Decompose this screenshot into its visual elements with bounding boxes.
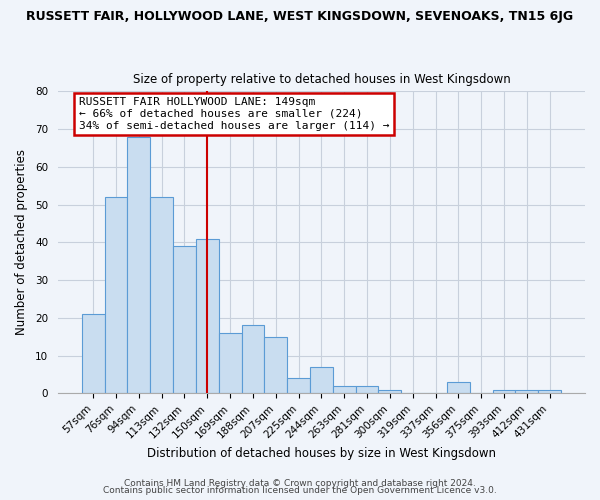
Bar [104,197,127,394]
Text: Contains HM Land Registry data © Crown copyright and database right 2024.: Contains HM Land Registry data © Crown c… [124,478,476,488]
Bar [356,386,379,394]
Bar [196,238,218,394]
Bar [218,333,242,394]
Text: RUSSETT FAIR, HOLLYWOOD LANE, WEST KINGSDOWN, SEVENOAKS, TN15 6JG: RUSSETT FAIR, HOLLYWOOD LANE, WEST KINGS… [26,10,574,23]
Bar [310,367,333,394]
Text: Contains public sector information licensed under the Open Government Licence v3: Contains public sector information licen… [103,486,497,495]
Bar [265,337,287,394]
Bar [333,386,356,394]
Bar [127,136,150,394]
Bar [515,390,538,394]
Y-axis label: Number of detached properties: Number of detached properties [15,150,28,336]
Text: RUSSETT FAIR HOLLYWOOD LANE: 149sqm
← 66% of detached houses are smaller (224)
3: RUSSETT FAIR HOLLYWOOD LANE: 149sqm ← 66… [79,98,389,130]
Title: Size of property relative to detached houses in West Kingsdown: Size of property relative to detached ho… [133,73,510,86]
Bar [379,390,401,394]
Bar [173,246,196,394]
Bar [538,390,561,394]
Bar [287,378,310,394]
Bar [493,390,515,394]
Bar [82,314,104,394]
Bar [447,382,470,394]
Bar [150,197,173,394]
Bar [242,326,265,394]
X-axis label: Distribution of detached houses by size in West Kingsdown: Distribution of detached houses by size … [147,447,496,460]
